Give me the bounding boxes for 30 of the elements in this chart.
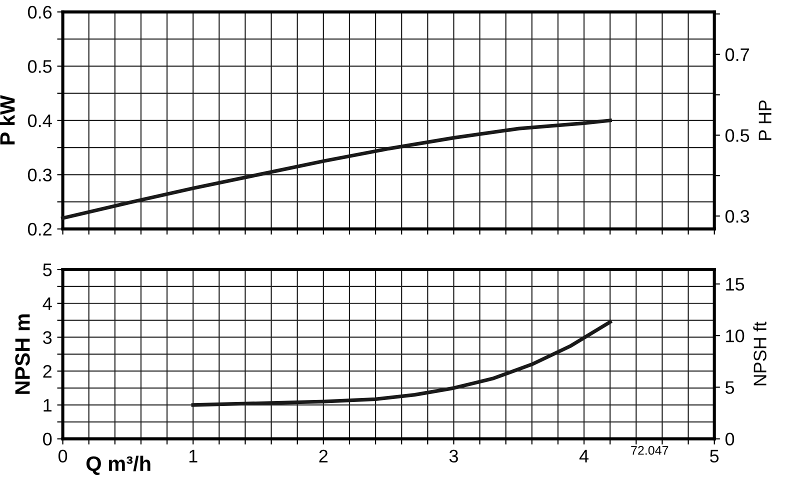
x-tick-label: 5 (710, 450, 719, 463)
y-tick-label: 2 (43, 365, 52, 378)
y-tick-label: 0.3 (28, 168, 52, 182)
y2-axis-title: P HP (758, 100, 772, 140)
y-tick-label: 3 (43, 331, 52, 344)
x-axis-title: Q m³/h (86, 456, 150, 475)
y-tick-label: 0 (43, 432, 52, 446)
y2-tick-label: 0 (725, 432, 734, 446)
y-tick-label: 0.5 (28, 60, 52, 73)
y-tick-label: 4 (42, 297, 52, 310)
y2-tick-label: 5 (725, 381, 734, 394)
y2-tick-label: 0.3 (725, 210, 750, 223)
y-tick-label: 0.2 (28, 222, 52, 236)
x-tick-label: 2 (319, 450, 328, 462)
y-axis-title: NPSH m (15, 314, 30, 394)
x-tick-label: 1 (189, 450, 198, 462)
x-tick-label: 0 (58, 450, 68, 463)
y-axis-title: P kW (0, 95, 15, 144)
text: 72.047 (631, 446, 668, 455)
x-tick-label: 3 (449, 450, 458, 463)
y-tick-label: 1 (44, 399, 52, 412)
x-tick-label: 4 (579, 450, 589, 462)
y2-tick-label: 10 (726, 330, 744, 342)
y2-tick-label: 0.5 (725, 129, 750, 142)
y-tick-label: 5 (43, 264, 52, 276)
y2-tick-label: 15 (726, 278, 744, 291)
y-tick-label: 0.4 (28, 114, 52, 128)
y2-axis-title: NPSH ft (753, 322, 766, 386)
y2-tick-label: 0.7 (725, 48, 749, 62)
y-tick-label: 0.6 (28, 6, 52, 19)
